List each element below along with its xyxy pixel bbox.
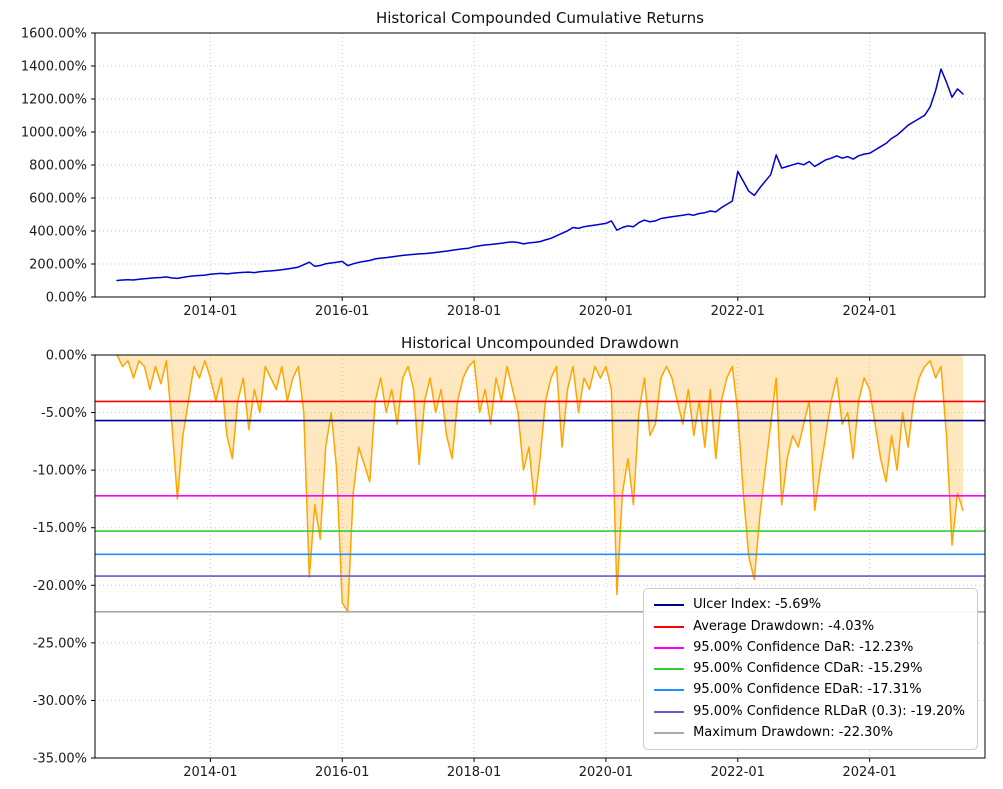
y-tick-label: -35.00% <box>33 752 87 767</box>
compounded-cumulative-returns-line <box>116 68 964 282</box>
y-tick-label: 200.00% <box>29 258 87 273</box>
legend-line-swatch <box>654 604 685 607</box>
y-tick-label: -20.00% <box>33 579 87 594</box>
y-tick-label: -5.00% <box>41 406 87 421</box>
y-tick-label: 1200.00% <box>21 93 87 108</box>
y-tick-label: 1400.00% <box>21 60 87 75</box>
legend-line-swatch <box>654 668 685 671</box>
legend-item-95-00-confidence-dar: 95.00% Confidence DaR: -12.23% <box>654 640 965 656</box>
x-tick-label: 2022-01 <box>711 765 765 780</box>
y-tick-label: -10.00% <box>33 464 87 479</box>
x-tick-label: 2020-01 <box>579 304 633 319</box>
legend-label: Ulcer Index: -5.69% <box>693 597 822 613</box>
cumulative-returns-chart: 0.00% 200.00% 400.00% 600.00% 800.00% 1000.00… <box>21 27 986 319</box>
y-tick-label: 1000.00% <box>21 126 87 141</box>
legend-item-95-00-confidence-cdar: 95.00% Confidence CDaR: -15.29% <box>654 661 965 677</box>
legend-label: 95.00% Confidence CDaR: -15.29% <box>693 661 923 676</box>
legend-item-95-00-confidence-rldar-0-3: 95.00% Confidence RLDaR (0.3): -19.20% <box>654 704 965 720</box>
y-tick-label: 400.00% <box>29 225 87 240</box>
x-tick-label: 2018-01 <box>447 765 501 780</box>
x-tick-label: 2024-01 <box>842 765 896 780</box>
legend-line-swatch <box>654 689 685 692</box>
uncompounded-drawdown-area <box>117 355 963 612</box>
legend-item-ulcer-index: Ulcer Index: -5.69% <box>654 597 965 613</box>
drawdown-chart: -35.00% -30.00% -25.00% -20.00% -15.00% -10.0… <box>33 349 986 780</box>
x-tick-label: 2020-01 <box>579 765 633 780</box>
y-tick-label: -30.00% <box>33 694 87 709</box>
x-tick-label: 2022-01 <box>711 304 765 319</box>
legend-item-95-00-confidence-edar: 95.00% Confidence EDaR: -17.31% <box>654 682 965 698</box>
drawdown-title: Historical Uncompounded Drawdown <box>401 334 679 352</box>
legend-label: 95.00% Confidence EDaR: -17.31% <box>693 682 922 698</box>
legend-line-swatch <box>654 646 685 649</box>
x-tick-label: 2018-01 <box>447 304 501 319</box>
legend-line-swatch <box>654 625 685 628</box>
y-tick-label: 1600.00% <box>21 27 87 42</box>
legend-line-swatch <box>654 710 685 713</box>
legend-item-maximum-drawdown: Maximum Drawdown: -22.30% <box>654 725 965 741</box>
y-tick-label: 0.00% <box>46 291 87 306</box>
axes-spines <box>94 354 986 759</box>
legend-label: 95.00% Confidence RLDaR (0.3): -19.20% <box>693 703 965 719</box>
x-tick-label: 2016-01 <box>315 765 369 780</box>
legend-line-swatch <box>654 731 685 734</box>
uncompounded-drawdown-line <box>116 355 964 613</box>
y-tick-label: 800.00% <box>29 159 87 174</box>
y-tick-label: -15.00% <box>33 521 87 536</box>
cumulative-returns-title: Historical Compounded Cumulative Returns <box>376 9 704 27</box>
x-tick-label: 2024-01 <box>842 304 896 319</box>
y-tick-label: -25.00% <box>33 636 87 651</box>
x-tick-label: 2014-01 <box>183 765 237 780</box>
legend-label: Average Drawdown: -4.03% <box>693 618 875 634</box>
y-tick-label: 0.00% <box>46 349 87 364</box>
drawdown-legend: Ulcer Index: -5.69% Average Drawdown: -4.… <box>643 588 978 750</box>
legend-item-average-drawdown: Average Drawdown: -4.03% <box>654 619 965 635</box>
gridlines <box>95 32 985 298</box>
x-tick-label: 2016-01 <box>315 304 369 319</box>
y-tick-label: 600.00% <box>29 192 87 207</box>
legend-label: Maximum Drawdown: -22.30% <box>693 724 894 740</box>
x-tick-label: 2014-01 <box>183 304 237 319</box>
legend-label: 95.00% Confidence DaR: -12.23% <box>693 639 914 655</box>
